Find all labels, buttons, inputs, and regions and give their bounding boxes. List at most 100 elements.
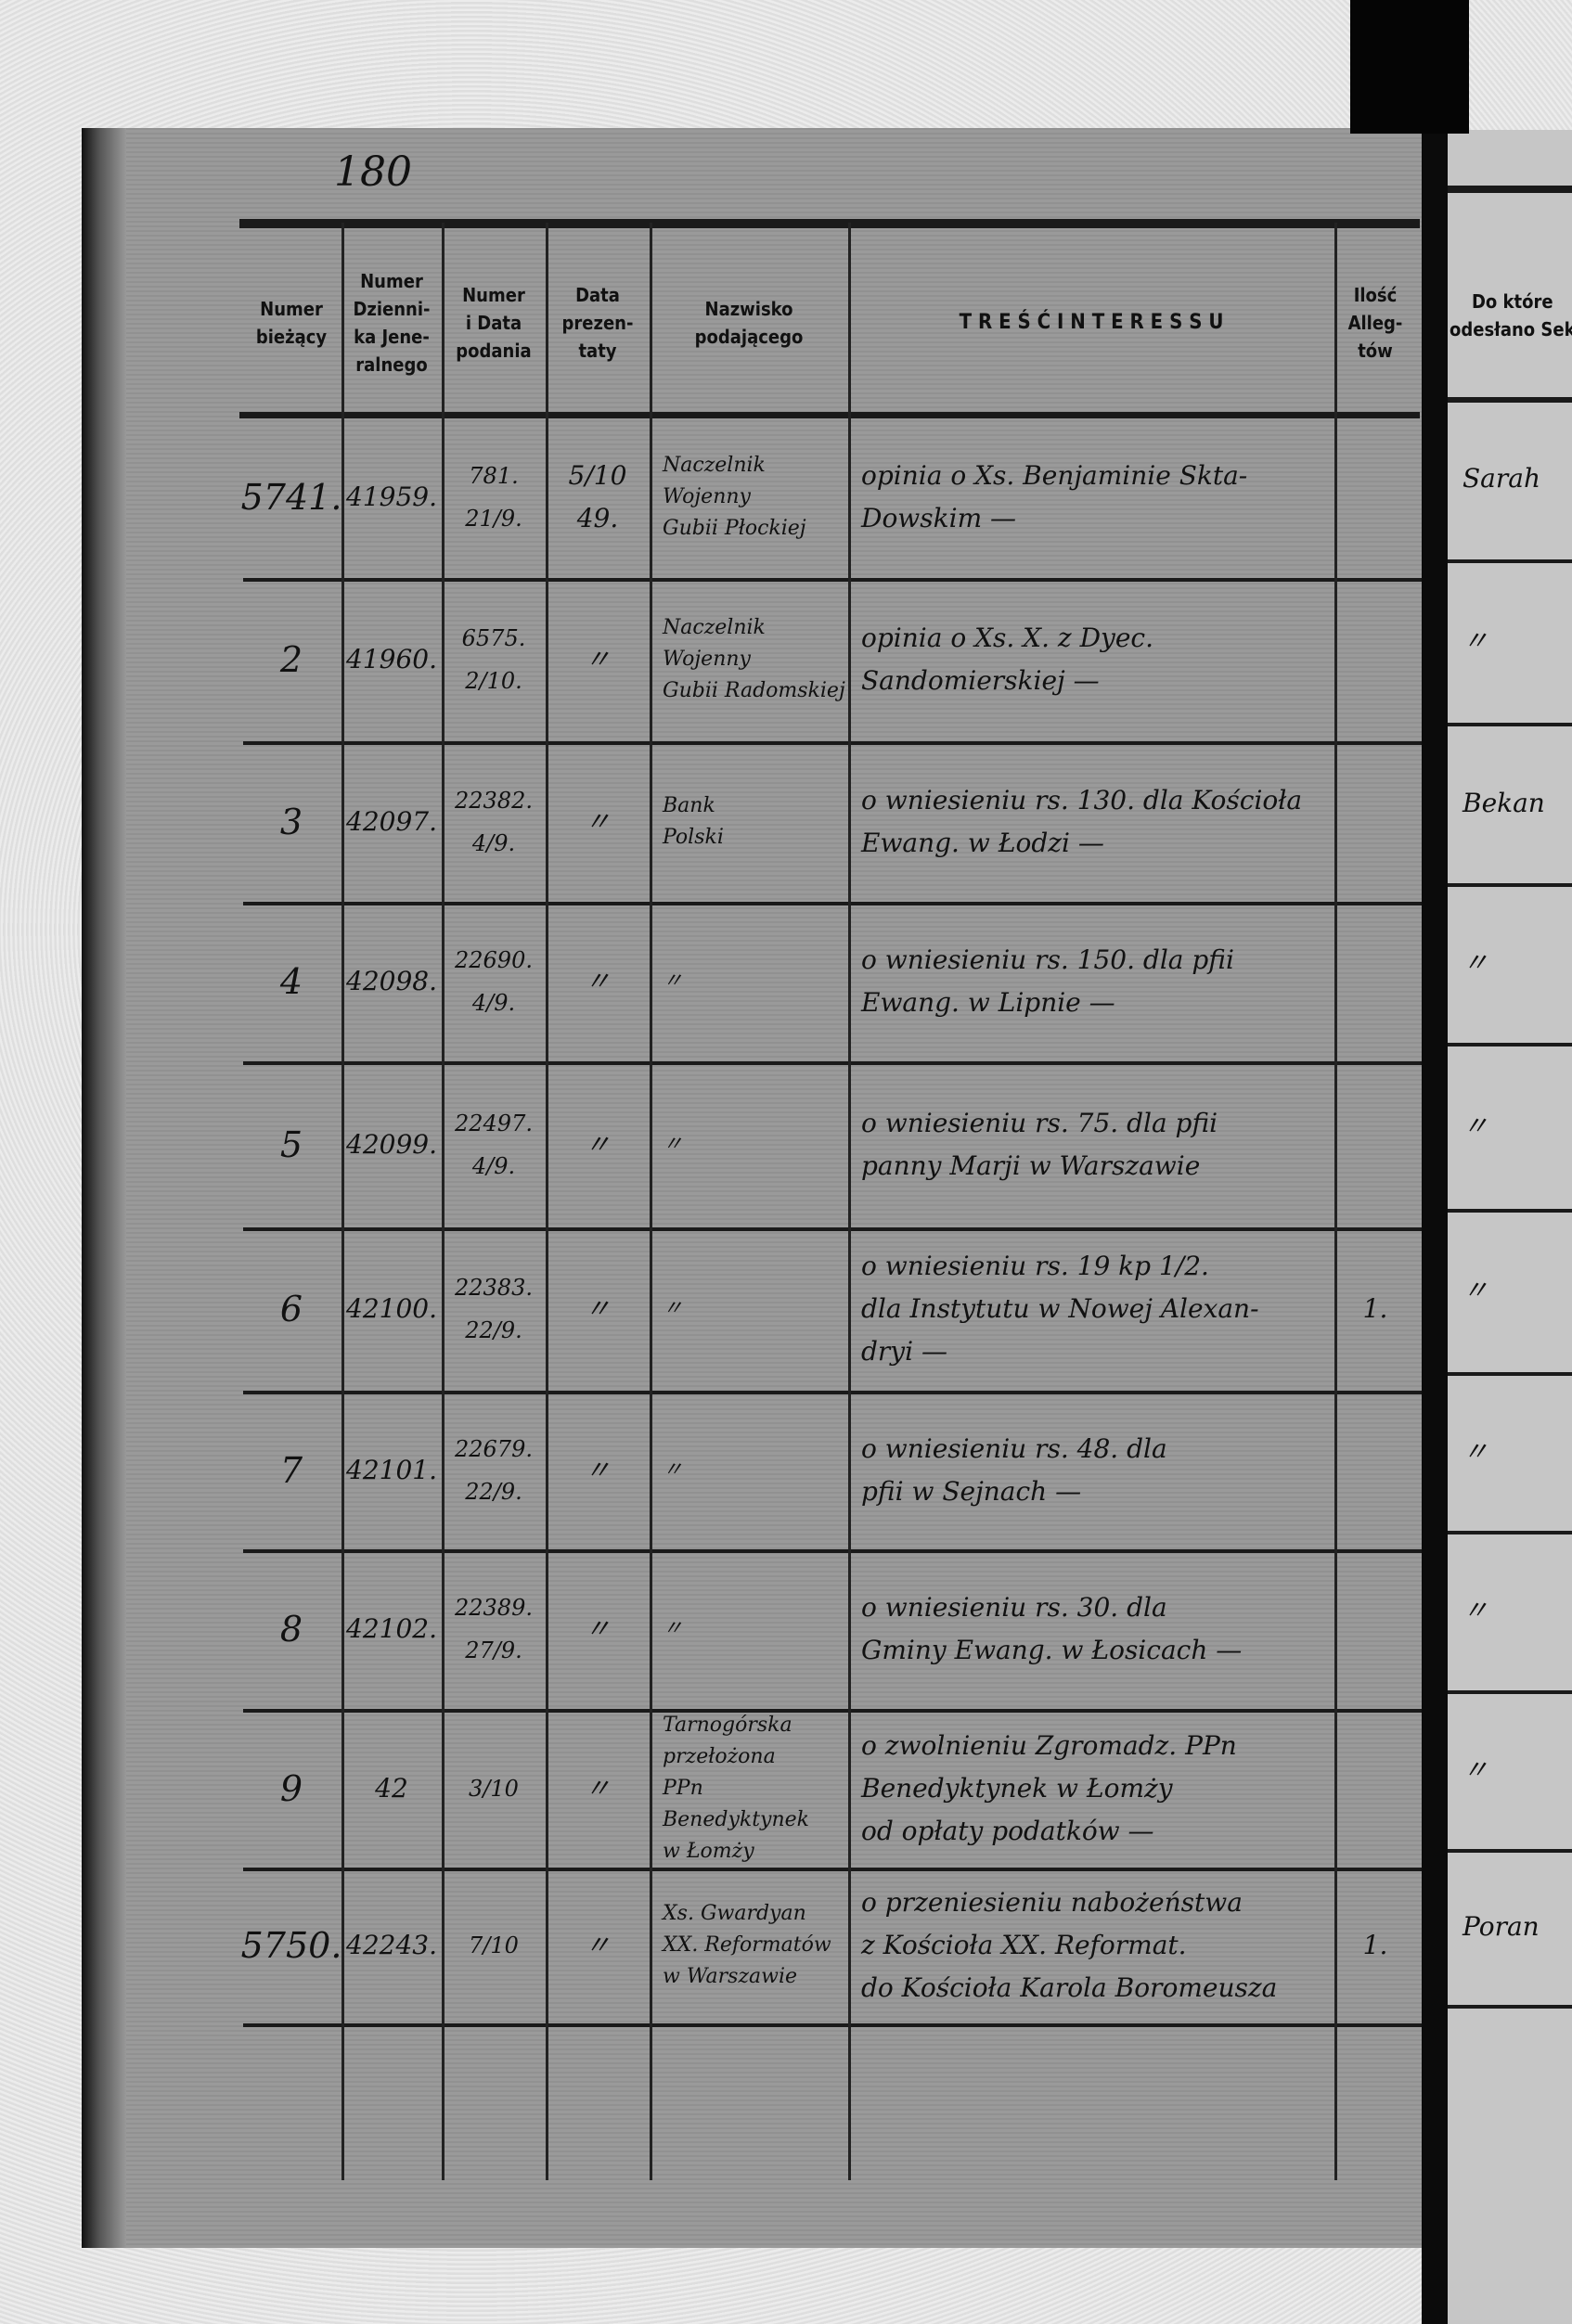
cell-prezentaty: 〃 — [584, 1128, 611, 1160]
column-header-dziennik: Numer Dzienni- ka Jene- ralnego — [353, 269, 431, 376]
cell-nr: 5750. — [240, 1925, 342, 1966]
cell-tresc: o zwolnieniu Zgromadz. PPn Benedyktynek … — [861, 1729, 1237, 1846]
row-rule — [243, 1709, 1422, 1713]
row-rule-right — [1448, 1372, 1572, 1376]
header-bottom-rule-right — [1448, 397, 1572, 403]
cell-nr: 3 — [279, 801, 303, 842]
cell-nr: 9 — [279, 1767, 303, 1809]
cell-nazwisko: 〃 — [663, 1297, 684, 1320]
page-edge — [82, 128, 126, 2248]
column-rule — [650, 223, 652, 2180]
cell-numer_data: 22690. 4/9. — [455, 947, 533, 1016]
cell-ilosc — [1334, 578, 1416, 741]
cell-nazwisko: Xs. Gwardyan XX. Reformatów w Warszawie — [663, 1902, 831, 1988]
column-rule — [1334, 223, 1337, 2180]
cell-nazwisko: 〃 — [663, 969, 684, 993]
cell-numer_data: 22383. 22/9. — [455, 1275, 533, 1343]
cell-nr: 4 — [279, 961, 303, 1002]
column-rule — [546, 223, 548, 2180]
cell-tresc: opinia o Xs. X. z Dyec. Sandomierskiej — — [861, 623, 1153, 696]
row-rule — [243, 1227, 1422, 1231]
cell-odeslano: 〃 — [1462, 1275, 1489, 1305]
cell-prezentaty: 〃 — [584, 1772, 611, 1804]
cell-nr: 8 — [279, 1609, 303, 1650]
cell-odeslano: 〃 — [1462, 625, 1489, 656]
row-rule — [243, 902, 1422, 905]
cell-dziennik: 42099. — [346, 1128, 437, 1160]
cell-odeslano: 〃 — [1462, 1435, 1489, 1467]
cell-dziennik: 42243. — [346, 1930, 437, 1960]
cell-prezentaty: 〃 — [584, 966, 611, 996]
cell-nazwisko: Tarnogórska przełożona PPn Benedyktynek … — [663, 1713, 810, 1863]
row-rule — [243, 578, 1422, 582]
cell-tresc: o wniesieniu rs. 150. dla pfii Ewang. w … — [861, 944, 1234, 1018]
row-rule-right — [1448, 1531, 1572, 1534]
cell-nazwisko: Bank Polski — [663, 793, 724, 849]
cell-ilosc — [1334, 1061, 1416, 1227]
cell-numer_data: 22389. 27/9. — [455, 1595, 533, 1663]
column-rule — [848, 223, 851, 2180]
cell-tresc: o wniesieniu rs. 75. dla pfii panny Marj… — [861, 1107, 1218, 1181]
cell-tresc: o wniesieniu rs. 30. dla Gminy Ewang. w … — [861, 1592, 1243, 1665]
row-rule — [243, 1391, 1422, 1394]
column-header-ilosc: Ilość Alleg- tów — [1347, 283, 1403, 362]
column-rule — [442, 223, 445, 2180]
page-number: 180 — [334, 148, 412, 196]
cell-dziennik: 42102. — [346, 1613, 437, 1644]
row-rule — [243, 1061, 1422, 1065]
cell-odeslano: Poran — [1462, 1911, 1540, 1942]
cell-odeslano: 〃 — [1462, 1753, 1489, 1785]
row-rule-right — [1448, 1690, 1572, 1694]
cell-prezentaty: 〃 — [584, 644, 611, 674]
cell-numer_data: 7/10 — [469, 1932, 519, 1958]
cell-odeslano: 〃 — [1462, 1595, 1489, 1625]
row-rule-right — [1448, 1209, 1572, 1213]
column-header-numer_data: Numer i Data podania — [456, 283, 532, 362]
cell-prezentaty: 〃 — [584, 805, 611, 837]
column-header-nazwisko: Nazwisko podającego — [694, 297, 804, 348]
row-rule-right — [1448, 1043, 1572, 1046]
cell-dziennik: 42101. — [346, 1454, 437, 1485]
column-header-prezentaty: Data prezen- taty — [561, 283, 634, 362]
facing-page — [1448, 130, 1572, 2324]
cell-odeslano: Sarah — [1462, 462, 1540, 494]
cell-numer_data: 6575. 2/10. — [461, 625, 526, 694]
row-rule — [243, 2023, 1422, 2027]
row-rule-right — [1448, 883, 1572, 887]
cell-odeslano: Bekan — [1462, 787, 1545, 818]
header-top-rule-right — [1448, 186, 1572, 193]
cell-ilosc — [1334, 741, 1416, 902]
row-rule-right — [1448, 723, 1572, 726]
book-spine — [1422, 128, 1448, 2324]
column-rule — [341, 223, 344, 2180]
scan-border — [1350, 0, 1469, 134]
ledger-page — [85, 128, 1450, 2248]
column-header-numer: Numer bieżący — [255, 297, 328, 348]
cell-nr: 6 — [279, 1289, 303, 1329]
cell-ilosc: 1. — [1362, 1930, 1388, 1960]
cell-nr: 5741. — [240, 476, 342, 518]
cell-ilosc — [1334, 1549, 1416, 1709]
cell-tresc: o przeniesieniu nabożeństwa z Kościoła X… — [861, 1887, 1278, 2003]
cell-ilosc: 1. — [1362, 1293, 1388, 1324]
row-rule — [243, 741, 1422, 745]
cell-nazwisko: Naczelnik Wojenny Gubii Płockiej — [663, 453, 806, 540]
column-header-odeslano: Do które odesłano Sek — [1450, 290, 1572, 340]
row-rule-right — [1448, 1849, 1572, 1853]
cell-ilosc — [1334, 1391, 1416, 1549]
cell-nazwisko: 〃 — [663, 1132, 684, 1156]
cell-ilosc — [1334, 902, 1416, 1061]
cell-tresc: o wniesieniu rs. 48. dla pfii w Sejnach … — [861, 1432, 1167, 1507]
cell-tresc: opinia o Xs. Benjaminie Skta- Dowskim — — [861, 459, 1248, 533]
cell-numer_data: 22497. 4/9. — [455, 1110, 533, 1179]
cell-dziennik: 41960. — [346, 644, 437, 674]
cell-numer_data: 22679. 22/9. — [455, 1435, 533, 1505]
row-rule — [243, 1868, 1422, 1871]
cell-prezentaty: 〃 — [584, 1930, 611, 1960]
cell-prezentaty: 〃 — [584, 1454, 611, 1485]
cell-dziennik: 41959. — [346, 481, 437, 512]
cell-tresc: o wniesieniu rs. 19 kp 1/2. dla Instytut… — [861, 1251, 1259, 1367]
cell-numer_data: 3/10 — [469, 1775, 519, 1802]
row-rule-right — [1448, 2005, 1572, 2009]
header-bottom-rule — [239, 412, 1420, 418]
